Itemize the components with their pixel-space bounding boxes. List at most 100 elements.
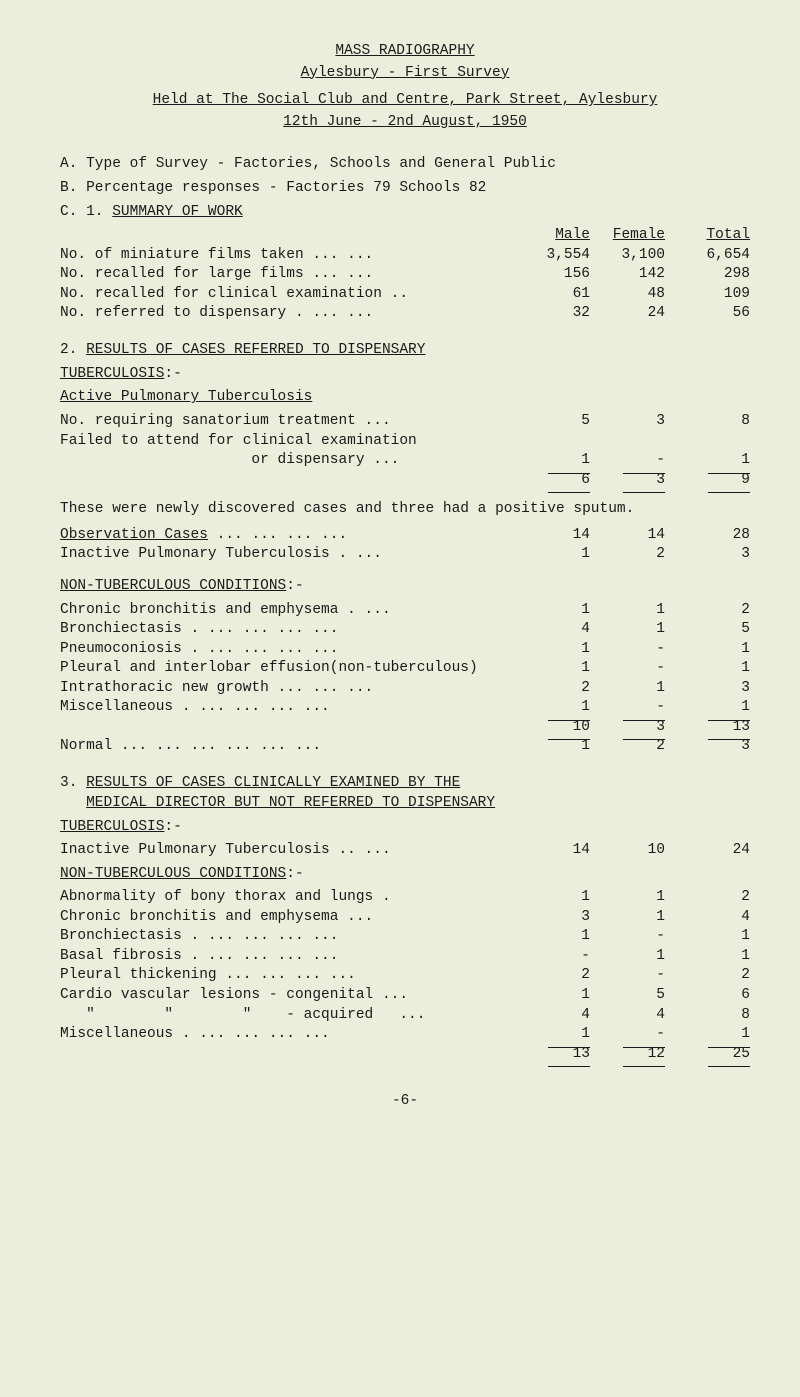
row-label: No. referred to dispensary . ... ... (60, 304, 515, 324)
row-total: 109 (665, 285, 750, 305)
row-label: Bronchiectasis . ... ... ... ... (60, 620, 515, 640)
s3-row: Basal fibrosis . ... ... ... ...-11 (60, 947, 750, 967)
row-label: No. recalled for large films ... ... (60, 265, 515, 285)
row-label: Inactive Pulmonary Tuberculosis . ... (60, 545, 515, 565)
row-label: Bronchiectasis . ... ... ... ... (60, 927, 515, 947)
row-female: 48 (590, 285, 665, 305)
row-total: 1 (665, 640, 750, 660)
non-row: Bronchiectasis . ... ... ... ...415 (60, 620, 750, 640)
row-male: 3 (515, 908, 590, 928)
row-total: 56 (665, 304, 750, 324)
row-female: - (590, 698, 665, 718)
row-male: 1 (515, 986, 590, 1006)
row-total: 28 (665, 526, 750, 546)
row-total: 3 (665, 679, 750, 699)
row-label: Intrathoracic new growth ... ... ... (60, 679, 515, 699)
held-line1: Held at The Social Club and Centre, Park… (153, 92, 658, 108)
row-label: Inactive Pulmonary Tuberculosis .. ... (60, 841, 515, 861)
row-male: 1 (515, 927, 590, 947)
row-total: 1 (665, 947, 750, 967)
s3-row: Chronic bronchitis and emphysema ...314 (60, 908, 750, 928)
s3-row: Pleural thickening ... ... ... ...2-2 (60, 966, 750, 986)
row-total: 6 (665, 986, 750, 1006)
s3-row: Abnormality of bony thorax and lungs .11… (60, 888, 750, 908)
s2-heading: RESULTS OF CASES REFERRED TO DISPENSARY (86, 342, 425, 358)
row-male: 1 (515, 451, 590, 471)
row-label: Cardio vascular lesions - congenital ... (60, 986, 515, 1006)
row-total: 24 (665, 841, 750, 861)
row-female: 1 (590, 947, 665, 967)
row-female: - (590, 659, 665, 679)
row-label: Failed to attend for clinical examinatio… (60, 432, 515, 452)
held-line2: 12th June - 2nd August, 1950 (283, 114, 527, 130)
row-male: 1 (515, 545, 590, 565)
summary-col-headers: Male Female Total (60, 226, 750, 246)
row-label: Chronic bronchitis and emphysema . ... (60, 601, 515, 621)
col-total: Total (665, 226, 750, 246)
row-male: 14 (515, 526, 590, 546)
summary-row: No. recalled for large films ... ...1561… (60, 265, 750, 285)
non-row: Chronic bronchitis and emphysema . ...11… (60, 601, 750, 621)
summary-row: No. of miniature films taken ... ...3,55… (60, 246, 750, 266)
s3-inactive-row: Inactive Pulmonary Tuberculosis .. ...14… (60, 841, 750, 861)
intro-c: C. 1. SUMMARY OF WORK (60, 203, 750, 223)
summary-of-work-heading: SUMMARY OF WORK (112, 204, 243, 220)
row-label: Pneumoconiosis . ... ... ... ... (60, 640, 515, 660)
row-female: - (590, 966, 665, 986)
s3-row: Miscellaneous . ... ... ... ...1-1 (60, 1025, 750, 1045)
row-male: 4 (515, 1006, 590, 1026)
row-total: 5 (665, 620, 750, 640)
row-female: - (590, 451, 665, 471)
row-label: " " " - acquired ... (60, 1006, 515, 1026)
row-total: 8 (665, 412, 750, 432)
row-label: Pleural and interlobar effusion(non-tube… (60, 659, 515, 679)
row-female: - (590, 640, 665, 660)
row-male: 32 (515, 304, 590, 324)
row-female: 4 (590, 1006, 665, 1026)
row-total: 2 (665, 966, 750, 986)
row-female: 142 (590, 265, 665, 285)
row-female: 3 (590, 412, 665, 432)
row-label: No. requiring sanatorium treatment ... (60, 412, 515, 432)
row-label: Basal fibrosis . ... ... ... ... (60, 947, 515, 967)
row-label: Abnormality of bony thorax and lungs . (60, 888, 515, 908)
row-male: 4 (515, 620, 590, 640)
row-label: Pleural thickening ... ... ... ... (60, 966, 515, 986)
non-row: Miscellaneous . ... ... ... ...1-1 (60, 698, 750, 718)
row-total: 8 (665, 1006, 750, 1026)
row-total: 1 (665, 1025, 750, 1045)
row-total: 2 (665, 601, 750, 621)
s2-row: Failed to attend for clinical examinatio… (60, 432, 750, 452)
row-male: 156 (515, 265, 590, 285)
row-female: 5 (590, 986, 665, 1006)
row-total: 1 (665, 698, 750, 718)
row-male: - (515, 947, 590, 967)
non-row: Pleural and interlobar effusion(non-tube… (60, 659, 750, 679)
row-female: 24 (590, 304, 665, 324)
row-male: 5 (515, 412, 590, 432)
col-male: Male (515, 226, 590, 246)
intro-c-prefix: C. 1. (60, 204, 104, 220)
title-block: MASS RADIOGRAPHY Aylesbury - First Surve… (60, 42, 750, 132)
row-male: 14 (515, 841, 590, 861)
observation-label: Observation Cases (60, 527, 208, 543)
row-female: 1 (590, 908, 665, 928)
row-male: 1 (515, 659, 590, 679)
row-male: 1 (515, 1025, 590, 1045)
s3-non-heading: NON-TUBERCULOUS CONDITIONS:- (60, 865, 750, 885)
sputum-note: These were newly discovered cases and th… (60, 500, 750, 520)
row-label: No. of miniature films taken ... ... (60, 246, 515, 266)
s2-row: No. requiring sanatorium treatment ...53… (60, 412, 750, 432)
row-total: 1 (665, 927, 750, 947)
row-female: 1 (590, 679, 665, 699)
row-female: 3,100 (590, 246, 665, 266)
row-female: 1 (590, 601, 665, 621)
intro-b: B. Percentage responses - Factories 79 S… (60, 179, 750, 199)
row-female: 14 (590, 526, 665, 546)
row-total: 3 (665, 545, 750, 565)
row-label: Miscellaneous . ... ... ... ... (60, 698, 515, 718)
row-female: - (590, 1025, 665, 1045)
row-total: 6,654 (665, 246, 750, 266)
row-male: 2 (515, 966, 590, 986)
summary-row: No. referred to dispensary . ... ...3224… (60, 304, 750, 324)
